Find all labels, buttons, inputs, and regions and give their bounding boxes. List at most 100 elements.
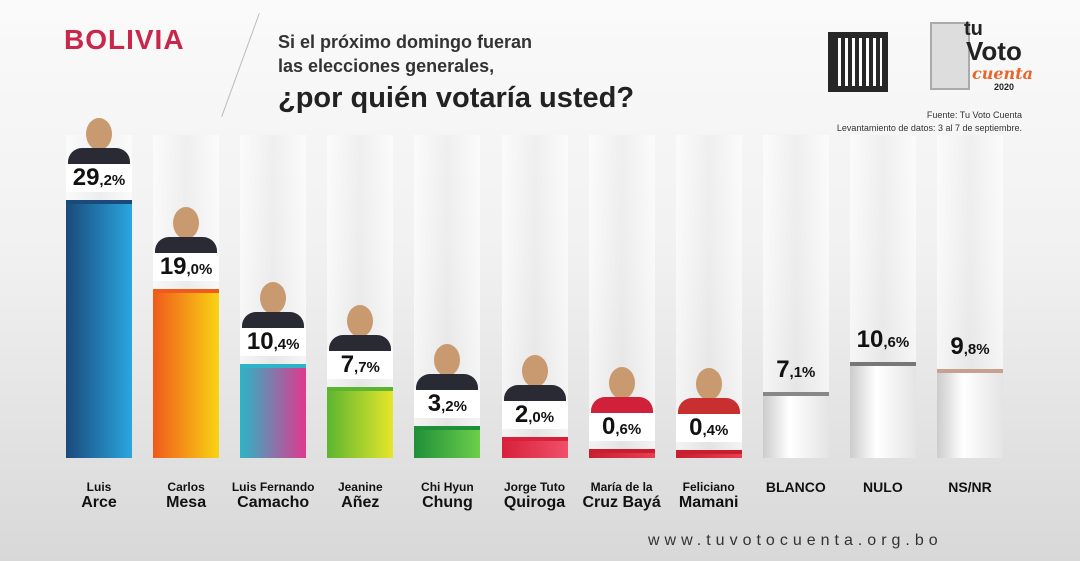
bar: [240, 367, 307, 458]
last-name: Cruz Bayá: [582, 494, 661, 511]
body-icon: [677, 398, 740, 414]
data-label: 7,7%: [327, 351, 394, 379]
head-icon: [434, 344, 461, 377]
bar-cap: [414, 426, 481, 431]
category-label: Jeanine Añez: [315, 480, 405, 511]
last-name: NULO: [863, 479, 903, 495]
bar: [66, 203, 132, 458]
head-icon: [260, 281, 287, 314]
body-icon: [503, 384, 566, 401]
candidate-photo: [414, 340, 480, 391]
candidate-photo: [327, 301, 393, 351]
body-icon: [155, 236, 218, 253]
data-label: 10,6%: [856, 325, 910, 353]
category-label: Luis Arce: [54, 480, 144, 511]
source-note: Fuente: Tu Voto Cuenta Levantamiento de …: [837, 109, 1022, 135]
data-label: 3,2%: [414, 390, 481, 419]
head-icon: [695, 368, 722, 400]
first-name: María de la: [590, 480, 653, 494]
candidate-photo: [502, 351, 568, 401]
head-icon: [347, 305, 374, 337]
data-label: 0,4%: [675, 414, 742, 442]
logo-cuenta: cuenta: [972, 64, 1033, 83]
data-label: 29,2%: [66, 163, 132, 192]
category-label: BLANCO: [751, 480, 841, 495]
logo-tu: tu: [964, 18, 983, 40]
last-name: Camacho: [237, 494, 310, 511]
bar-cap: [588, 448, 655, 453]
last-name: BLANCO: [765, 479, 826, 495]
last-name: Mesa: [166, 494, 207, 511]
last-name: Chung: [422, 494, 473, 511]
category-label: María de la Cruz Bayá: [577, 480, 667, 511]
bar-cap: [153, 288, 220, 293]
first-name: Jeanine: [337, 480, 383, 494]
data-label: 0,6%: [588, 412, 655, 441]
bar-cap: [327, 387, 394, 391]
body-icon: [329, 335, 392, 351]
body-icon: [590, 396, 653, 413]
website-url[interactable]: www.tuvotocuenta.org.bo: [648, 532, 943, 549]
last-name: Arce: [81, 494, 117, 511]
bar-column: 7,7%: [327, 0, 394, 458]
head-icon: [173, 206, 200, 239]
bar-column: 19,0%: [153, 0, 220, 458]
category-label: NULO: [838, 480, 928, 495]
data-label: 2,0%: [501, 400, 568, 429]
data-label: 7,1%: [776, 356, 816, 384]
bar-column: 7,1%: [762, 0, 829, 458]
category-label: Luis Fernando Camacho: [228, 480, 318, 511]
head-icon: [86, 117, 112, 150]
bar-cap: [849, 361, 916, 366]
first-name: Luis Fernando: [231, 480, 315, 494]
candidate-photo: [66, 114, 132, 164]
category-label: Feliciano Mamani: [664, 480, 754, 511]
first-name: Jorge Tuto: [503, 480, 566, 494]
bar-column: 0,6%: [588, 0, 655, 458]
bar: [937, 372, 1003, 458]
candidate-photo: [676, 364, 742, 414]
bar-cap: [675, 450, 742, 454]
first-name: Carlos: [167, 480, 205, 494]
tu-voto-cuenta-logo: tu Voto cuenta 2020: [930, 18, 1033, 98]
last-name: NS/NR: [948, 479, 992, 495]
bar-column: 3,2%: [414, 0, 481, 458]
ballot-box-icon: [930, 22, 970, 90]
bar: [849, 365, 916, 458]
candidate-photo: [153, 203, 219, 253]
bar: [327, 391, 394, 458]
bar: [153, 292, 220, 458]
bar: [501, 440, 568, 458]
bar-column: 0,4%: [675, 0, 742, 458]
category-label: Chi Hyun Chung: [402, 480, 492, 511]
bar-cap: [66, 199, 132, 204]
candidate-photo: [240, 278, 306, 328]
body-icon: [416, 374, 479, 391]
country-title: BOLIVIA: [64, 24, 185, 55]
bar: [762, 396, 829, 458]
first-name: Feliciano: [682, 480, 735, 494]
qr-code[interactable]: [828, 32, 888, 92]
category-label: Jorge Tuto Quiroga: [490, 480, 580, 511]
category-label: NS/NR: [925, 480, 1015, 495]
last-name: Quiroga: [503, 494, 566, 511]
first-name: Luis: [86, 480, 112, 494]
bar-column: 29,2%: [66, 0, 132, 458]
data-label: 19,0%: [153, 252, 220, 281]
question-line-2: las elecciones generales,: [278, 56, 495, 76]
data-label: 10,4%: [240, 327, 307, 356]
bar-cap: [937, 368, 1003, 373]
question-headline: ¿por quién votaría usted?: [278, 82, 635, 114]
bar: [588, 452, 655, 458]
fieldwork-dates: Levantamiento de datos: 3 al 7 de septie…: [836, 123, 1022, 133]
first-name: Chi Hyun: [421, 480, 474, 494]
bar-column: 10,6%: [849, 0, 916, 458]
bar-column: 10,4%: [240, 0, 307, 458]
bar-column: 9,8%: [937, 0, 1003, 458]
bar: [675, 454, 742, 458]
source-text: Fuente: Tu Voto Cuenta: [926, 110, 1022, 120]
bar-cap: [762, 392, 829, 397]
bar: [414, 430, 481, 458]
body-icon: [68, 147, 130, 164]
bar-cap: [501, 436, 568, 441]
